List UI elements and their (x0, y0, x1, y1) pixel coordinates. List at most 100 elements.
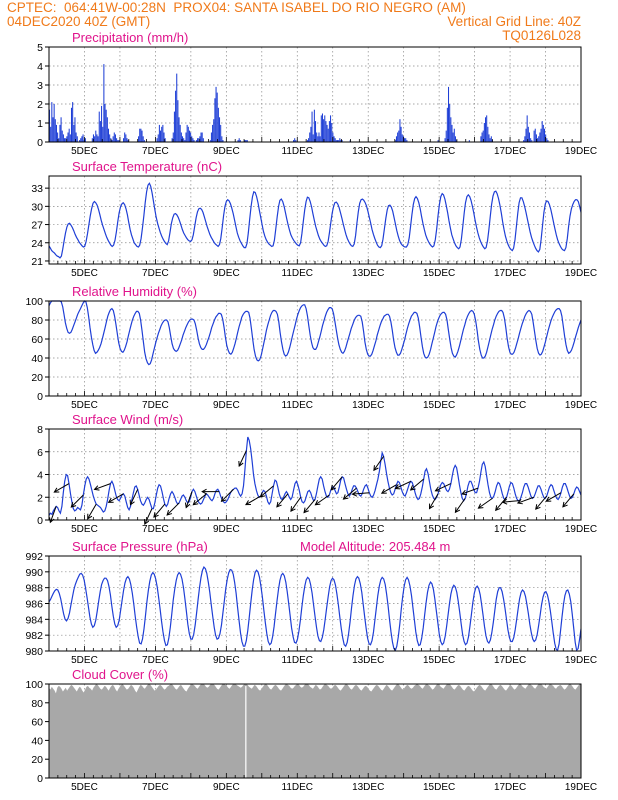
precip-bar (222, 140, 224, 142)
wind-arrow-shaft (303, 499, 316, 513)
precip-bar (105, 109, 107, 142)
wind-arrow-head (342, 494, 349, 500)
precip-bar (201, 132, 203, 142)
precip-bar (163, 132, 165, 142)
y-tick-label: 980 (25, 646, 43, 658)
x-date-label: 7DEC (142, 524, 169, 535)
precip-bar (62, 134, 64, 142)
x-date-label: 13DEC (352, 400, 384, 411)
wind-arrow-shaft (435, 483, 452, 492)
x-date-label: 9DEC (213, 655, 240, 666)
x-date-label: 9DEC (213, 782, 240, 793)
precip-bar (173, 111, 175, 142)
wind-arrow (166, 502, 180, 516)
wind-arrow (394, 480, 412, 490)
panel-2: Surface Temperature (nC) 21 24 27 30 33 5DEC 7D… (31, 159, 597, 279)
x-date-label: 5DEC (71, 655, 98, 666)
precip-bar (448, 86, 450, 142)
wind-arrow-head (380, 488, 387, 494)
wind-arrow (461, 487, 479, 496)
precip-bar (92, 134, 94, 142)
x-date-label: 5DEC (71, 146, 98, 157)
wind-arrow-shaft (461, 487, 479, 495)
precip-bar (339, 138, 341, 142)
precip-bar (246, 140, 248, 142)
precip-bar (84, 138, 86, 142)
wind-arrow (245, 495, 261, 506)
y-tick-label: 984 (25, 614, 43, 626)
wind-arrow-shaft (221, 488, 234, 502)
precip-bar (72, 102, 74, 142)
x-date-label: 13DEC (352, 655, 384, 666)
series-line (48, 182, 582, 259)
panel-annotation: Model Altitude: 205.484 m (300, 539, 450, 554)
wind-arrow-head (501, 498, 508, 505)
precip-bar (335, 140, 337, 142)
precip-bar (398, 130, 400, 142)
series-line (48, 566, 582, 652)
y-tick-label: 24 (31, 238, 43, 250)
x-date-label: 7DEC (142, 268, 169, 279)
y-tick-label: 20 (31, 372, 43, 384)
y-tick-label: 990 (25, 567, 43, 579)
x-date-label: 5DEC (71, 268, 98, 279)
precip-bar (540, 128, 542, 142)
x-date-label: 9DEC (213, 524, 240, 535)
precip-bar (524, 136, 526, 142)
precip-bar (451, 124, 453, 142)
y-tick-label: 21 (31, 256, 43, 268)
y-tick-label: 5 (37, 42, 43, 54)
precip-bar (399, 119, 401, 142)
y-tick-label: 100 (25, 679, 43, 691)
precip-bar (535, 134, 537, 142)
precip-bar (244, 140, 246, 142)
panel-1: Precipitation (mm/h) 0 1 2 3 4 5 5DEC 7DEC 9DEC 11… (37, 30, 597, 157)
wind-arrow-shaft (343, 487, 357, 500)
precip-bar (214, 98, 216, 142)
precip-bar (188, 130, 190, 142)
chart-header: CPTEC: 064:41W-00:28N PROX04: SANTA ISAB… (0, 0, 618, 46)
panel-title: Precipitation (mm/h) (72, 30, 188, 45)
wind-arrow-shaft (330, 476, 343, 491)
y-tick-label: 6 (37, 447, 43, 459)
precip-bar (489, 138, 491, 142)
x-date-label: 15DEC (423, 524, 455, 535)
precip-bar (213, 119, 215, 142)
wind-arrow (238, 450, 247, 467)
wind-arrow-shaft (352, 492, 370, 495)
precip-bar (530, 138, 532, 142)
precip-bar (94, 136, 96, 142)
wind-arrow-shaft (144, 508, 153, 525)
precip-bar (308, 138, 310, 142)
precip-bar (488, 134, 490, 142)
y-tick-label: 60 (31, 717, 43, 729)
wind-arrow-shaft (455, 498, 466, 513)
wind-arrow-head (330, 484, 337, 491)
precip-bar (138, 136, 140, 142)
y-tick-label: 40 (31, 353, 43, 365)
precip-bar (338, 140, 340, 142)
wind-arrow-head (351, 490, 358, 497)
precip-bar (486, 115, 488, 142)
precip-bar (315, 121, 317, 142)
wind-arrow (380, 484, 397, 494)
precip-bar (334, 138, 336, 142)
wind-arrow-head (545, 496, 552, 502)
wind-arrow-shaft (290, 496, 302, 512)
precip-bar (64, 138, 66, 142)
header-model-code: TQ0126L028 (502, 28, 581, 43)
wind-arrow (192, 493, 207, 506)
precip-bar (80, 138, 82, 142)
wind-arrow-head (166, 510, 173, 516)
x-date-label: 19DEC (565, 782, 597, 793)
precip-bar (331, 123, 333, 142)
y-tick-label: 100 (25, 296, 43, 308)
precip-bar (401, 134, 403, 142)
panel-title: Relative Humidity (%) (72, 284, 197, 299)
wind-arrow-shaft (429, 493, 439, 509)
wind-arrow-shaft (276, 493, 289, 508)
wind-arrow-head (314, 500, 321, 506)
wind-arrow-head (87, 513, 93, 520)
x-date-label: 11DEC (282, 524, 314, 535)
wind-arrow-shaft (535, 495, 548, 510)
